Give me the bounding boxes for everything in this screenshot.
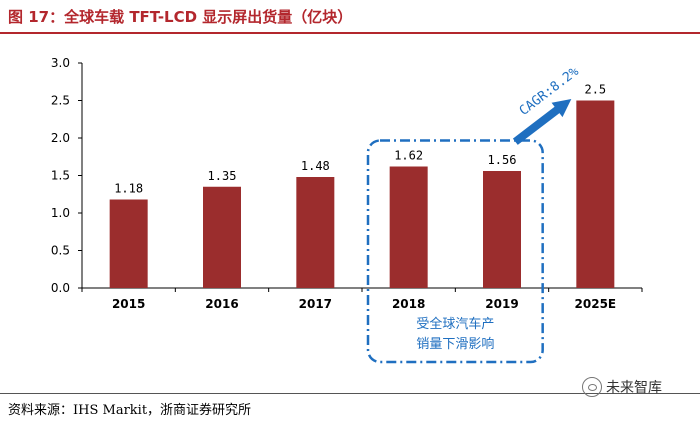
footer-divider (0, 393, 700, 394)
category-label: 2015 (112, 297, 145, 311)
y-tick-label: 1.5 (51, 169, 70, 183)
wechat-icon (582, 377, 602, 397)
cagr-arrow (512, 99, 572, 145)
highlight-note-line: 受全球汽车产 (416, 316, 494, 332)
y-tick-label: 0.0 (51, 281, 70, 295)
y-tick-label: 2.0 (51, 131, 70, 145)
category-label: 2019 (485, 297, 518, 311)
data-label: 1.35 (208, 169, 237, 183)
figure-title: 图 17：全球车载 TFT-LCD 显示屏出货量（亿块） (8, 8, 353, 26)
data-label: 1.48 (301, 159, 330, 173)
chart-labels: 2015 1.18 2016 1.35 2017 1.48 2018 1.62 2019 1.56… (112, 83, 616, 312)
data-label: 1.56 (488, 153, 517, 167)
bar (483, 171, 521, 288)
bar (296, 177, 335, 288)
bar (576, 100, 615, 288)
title-divider (0, 32, 700, 34)
highlight-box (366, 139, 544, 364)
y-tick-label: 0.5 (51, 244, 70, 258)
bar (203, 186, 241, 288)
bar (389, 166, 428, 288)
category-label: 2025E (575, 297, 617, 311)
bar (109, 199, 148, 288)
data-label: 1.62 (394, 149, 423, 163)
data-label: 1.18 (114, 182, 143, 196)
data-label: 2.5 (584, 83, 606, 97)
watermark: 未来智库 (582, 377, 662, 397)
category-label: 2018 (392, 297, 425, 311)
y-tick-label: 2.5 (51, 94, 70, 108)
y-tick-label: 1.0 (51, 206, 70, 220)
cagr-label: CAGR:8.2% (517, 64, 582, 119)
category-label: 2017 (299, 297, 332, 311)
y-tick-label: 3.0 (51, 56, 70, 70)
category-label: 2016 (205, 297, 238, 311)
chart-bars (109, 100, 615, 288)
highlight-note-line: 销量下滑影响 (416, 336, 494, 352)
arrow-shape (512, 99, 572, 145)
watermark-text: 未来智库 (606, 380, 662, 396)
chart-axes: 0.0 0.5 1.0 1.5 2.0 2.5 3.0 (51, 56, 643, 295)
source-note: 资料来源：IHS Markit，浙商证券研究所 (8, 403, 252, 418)
